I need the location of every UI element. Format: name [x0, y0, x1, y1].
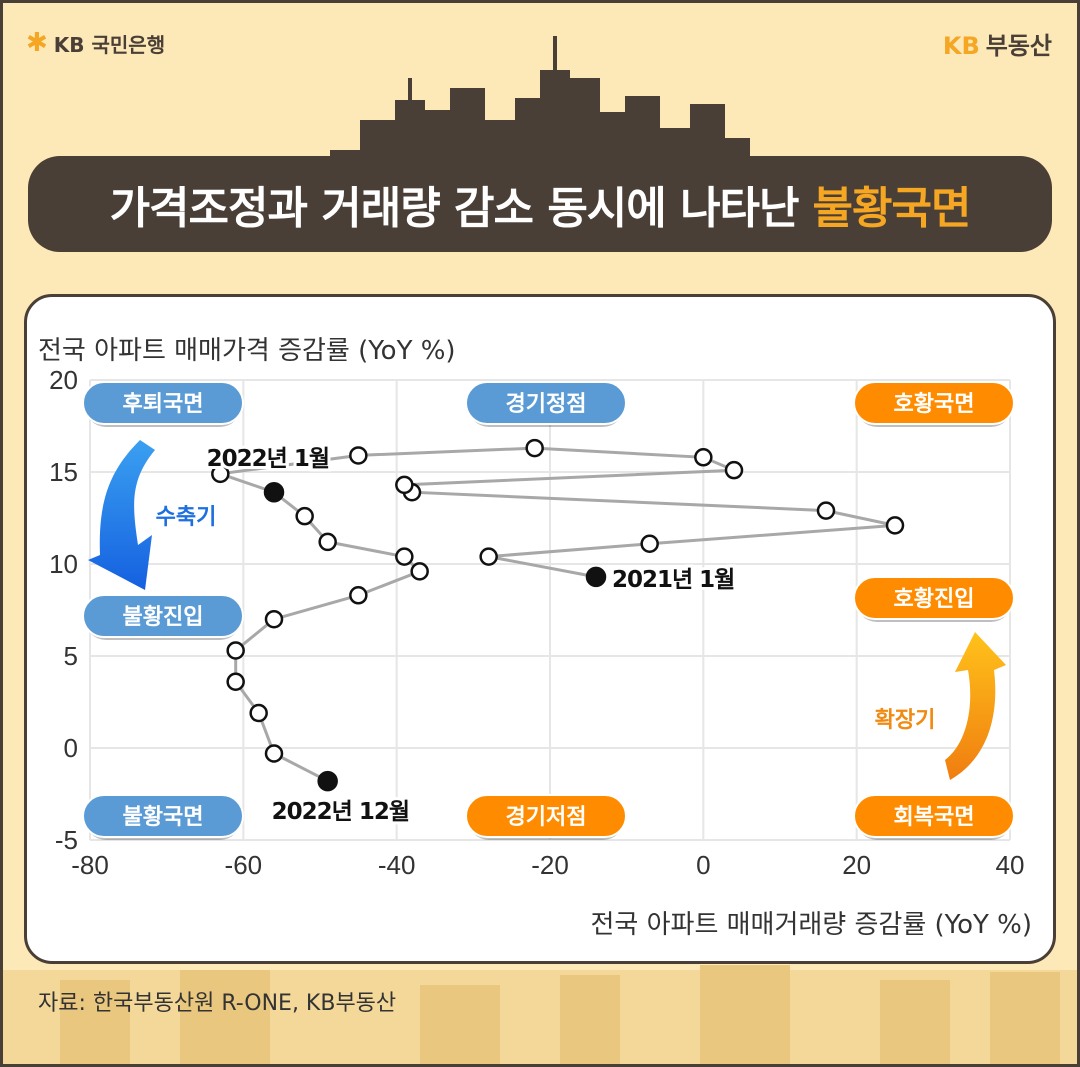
y-tick-label: 20	[49, 365, 78, 395]
data-point	[226, 641, 245, 660]
data-point	[525, 438, 544, 458]
data-point	[249, 703, 268, 723]
y-tick-label: -5	[55, 825, 78, 855]
phase-pill-bottom-left	[82, 794, 244, 838]
phase-pill-bottom-center	[465, 794, 627, 838]
data-point	[816, 501, 836, 520]
x-tick-label: -20	[531, 850, 569, 880]
point-annotation: 2022년 12월	[272, 799, 409, 825]
data-point	[264, 609, 284, 629]
data-point	[585, 566, 607, 588]
source-note: 자료: 한국부동산원 R-ONE, KB부동산	[38, 991, 397, 1016]
data-point	[349, 586, 368, 605]
contraction-arrow-icon	[88, 440, 155, 590]
data-point	[226, 672, 245, 692]
page-title: 가격조정과 거래량 감소 동시에 나타난 불황국면	[28, 156, 1052, 252]
data-point	[264, 744, 284, 763]
phase-label-mid-left: 불황진입	[123, 605, 204, 630]
x-tick-label: 0	[696, 850, 710, 880]
expansion-arrow-icon	[945, 632, 1006, 780]
phase-pill-bottom-right	[853, 794, 1015, 838]
series-line	[219, 446, 896, 783]
bank-name: KB 국민은행	[53, 32, 166, 57]
title-highlight: 불황국면	[812, 183, 972, 234]
contraction-label: 수축기	[156, 505, 217, 530]
data-point	[410, 562, 429, 581]
data-point	[317, 770, 338, 792]
data-point	[263, 481, 285, 503]
y-tick-label: 10	[49, 549, 78, 579]
y-tick-label: 5	[64, 641, 78, 671]
brand-logo: KB 부동산	[943, 26, 1052, 61]
y-axis-title: 전국 아파트 매매가격 증감률 (YoY %)	[38, 336, 456, 366]
phase-label-bottom-right: 회복국면	[894, 805, 975, 830]
point-annotation: 2021년 1월	[612, 567, 734, 593]
bottom-city-illustration	[0, 965, 1080, 1067]
brand-kb: KB	[942, 32, 980, 60]
y-tick-label: 15	[49, 457, 78, 487]
y-tick-label: 0	[64, 733, 78, 763]
phase-pill-top-center	[465, 381, 627, 425]
phase-label-mid-right: 호황진입	[894, 587, 975, 612]
phase-pill-top-left	[82, 381, 244, 425]
x-tick-label: -80	[71, 850, 109, 880]
x-tick-label: -60	[225, 850, 263, 880]
phase-label-top-right: 호황국면	[894, 392, 975, 417]
phase-label-bottom-left: 불황국면	[123, 805, 204, 830]
phase-label-bottom-center: 경기저점	[506, 805, 587, 830]
data-point	[211, 464, 230, 484]
data-point	[395, 475, 414, 495]
bank-logo: ✱ KB 국민은행	[26, 28, 165, 58]
phase-pill-mid-left	[82, 594, 244, 638]
x-tick-label: -40	[378, 850, 416, 880]
point-annotation: 2022년 1월	[207, 446, 329, 472]
phase-pill-top-right	[853, 381, 1015, 425]
expansion-label: 확장기	[875, 708, 936, 733]
data-point	[395, 547, 414, 566]
title-main: 가격조정과 거래량 감소 동시에 나타난	[109, 183, 800, 234]
data-point	[318, 532, 337, 552]
data-point	[640, 534, 659, 554]
phase-label-top-left: 후퇴국면	[123, 392, 204, 417]
data-point	[724, 460, 744, 480]
data-point	[885, 516, 905, 535]
data-point	[479, 547, 498, 566]
data-point	[349, 446, 368, 465]
data-point	[295, 506, 314, 526]
x-tick-label: 20	[842, 850, 871, 880]
brand-name: 부동산	[985, 32, 1052, 60]
x-axis-title: 전국 아파트 매매거래량 증감률 (YoY %)	[590, 910, 1033, 940]
data-point	[694, 448, 713, 467]
kb-star-icon: ✱	[26, 28, 48, 58]
x-tick-label: 40	[996, 850, 1025, 880]
phase-pill-mid-right	[853, 576, 1015, 620]
phase-label-top-center: 경기정점	[506, 392, 587, 417]
